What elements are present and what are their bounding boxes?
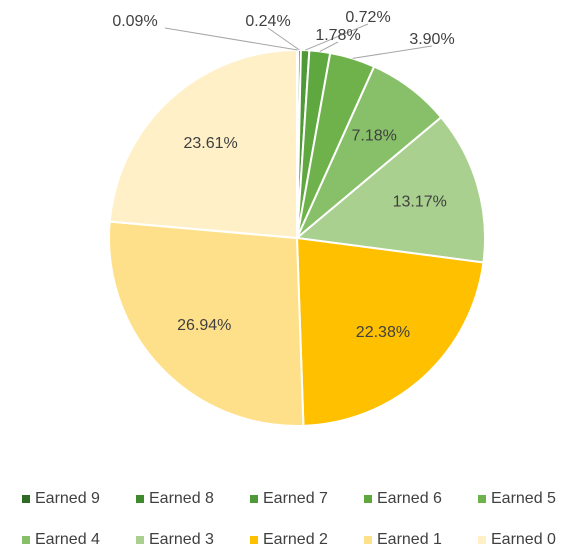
data-label: 23.61%: [184, 135, 238, 152]
legend-label: Earned 1: [377, 531, 442, 548]
legend-swatch: [364, 536, 372, 544]
legend-swatch: [478, 495, 486, 503]
data-label: 0.09%: [112, 13, 157, 30]
pie-slice: [294, 115, 486, 264]
legend-swatch: [136, 495, 144, 503]
legend-label: Earned 0: [491, 531, 556, 548]
legend-label: Earned 9: [35, 490, 100, 507]
legend-swatch: [136, 536, 144, 544]
data-label: 0.72%: [345, 9, 390, 26]
data-label: 13.17%: [393, 193, 447, 210]
legend-label: Earned 4: [35, 531, 100, 548]
leader-line: [267, 27, 300, 51]
leader-line: [164, 27, 298, 51]
data-label: 0.24%: [245, 13, 290, 30]
leader-line: [352, 45, 433, 59]
legend-label: Earned 8: [149, 490, 214, 507]
leader-line: [319, 41, 339, 52]
pie-slice: [295, 236, 485, 427]
legend-label: Earned 6: [377, 490, 442, 507]
pie-slice: [108, 48, 298, 240]
legend-label: Earned 5: [491, 490, 556, 507]
legend-swatch: [22, 536, 30, 544]
data-label: 3.90%: [409, 31, 454, 48]
data-label: 22.38%: [356, 324, 410, 341]
leader-line: [304, 23, 369, 51]
legend-swatch: [364, 495, 372, 503]
legend-label: Earned 7: [263, 490, 328, 507]
legend-swatch: [22, 495, 30, 503]
legend-label: Earned 3: [149, 531, 214, 548]
legend-swatch: [478, 536, 486, 544]
data-label: 26.94%: [177, 317, 231, 334]
legend-label: Earned 2: [263, 531, 328, 548]
legend-swatch: [250, 536, 258, 544]
pie-slice: [108, 220, 305, 427]
legend-swatch: [250, 495, 258, 503]
data-label: 1.78%: [315, 27, 360, 44]
data-label: 7.18%: [352, 127, 397, 144]
